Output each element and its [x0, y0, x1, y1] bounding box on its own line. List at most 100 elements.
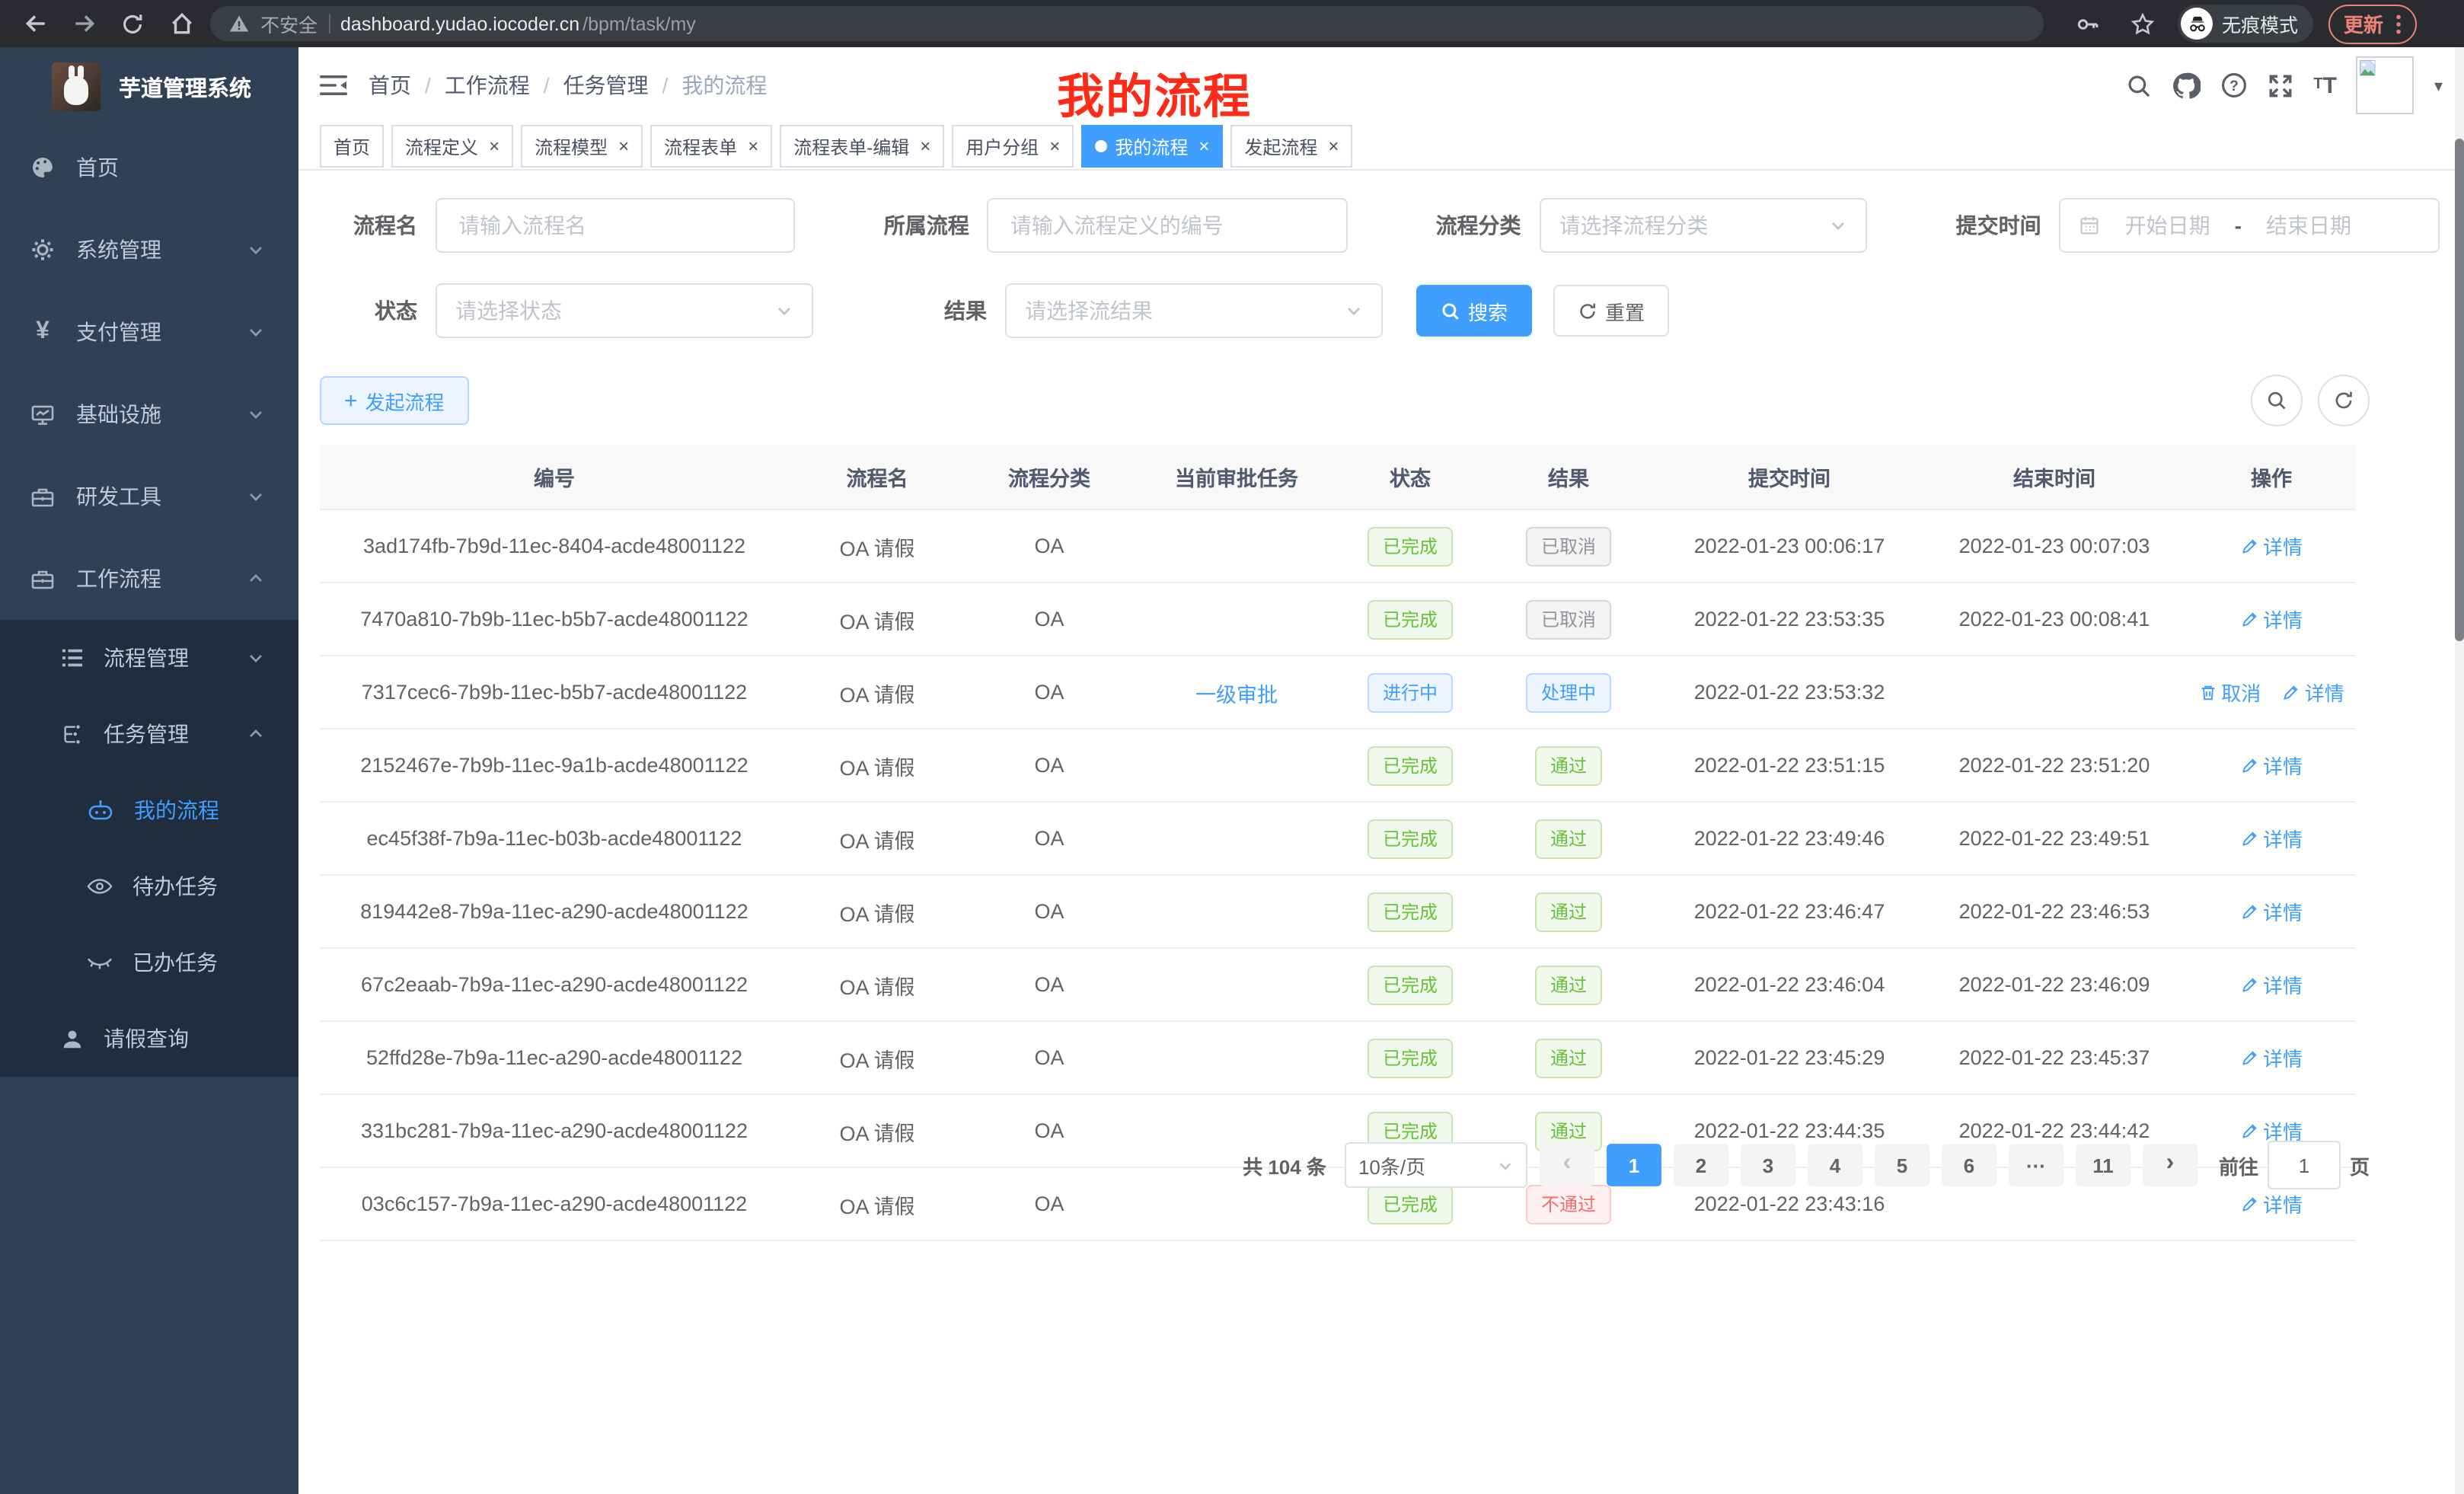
toggle-search-button[interactable]	[2251, 375, 2303, 426]
view-tab[interactable]: 我的流程 ×	[1081, 125, 1224, 168]
sidebar-item-payment[interactable]: ¥ 支付管理	[0, 291, 298, 373]
sidebar-item-leave-query[interactable]: 请假查询	[0, 1001, 298, 1077]
app-logo-row[interactable]: 芋道管理系统	[0, 47, 298, 126]
breadcrumb-item[interactable]: 任务管理	[563, 70, 682, 101]
prev-page-button[interactable]: ‹	[1539, 1144, 1594, 1186]
sidebar-item-my-process[interactable]: 我的流程	[0, 772, 298, 848]
detail-action[interactable]: 详情	[2240, 1043, 2303, 1072]
sidebar-fold-icon[interactable]	[320, 73, 347, 97]
view-tab[interactable]: 流程表单 ×	[650, 125, 773, 168]
view-tab[interactable]: 用户分组 ×	[952, 125, 1074, 168]
view-tab[interactable]: 发起流程 ×	[1230, 125, 1353, 168]
scrollbar-thumb[interactable]	[2455, 139, 2464, 641]
detail-action[interactable]: 详情	[2240, 1116, 2303, 1145]
key-icon[interactable]	[2068, 4, 2108, 43]
tab-close-icon[interactable]: ×	[1198, 136, 1210, 157]
tab-close-icon[interactable]: ×	[618, 136, 630, 157]
breadcrumb-item[interactable]: 首页	[369, 70, 445, 101]
page-number-button[interactable]: 1	[1606, 1144, 1661, 1186]
start-date-placeholder: 开始日期	[2124, 213, 2210, 238]
page-number-button[interactable]: 4	[1807, 1144, 1862, 1186]
cancel-action[interactable]: 取消	[2198, 678, 2261, 707]
active-dot	[1095, 140, 1108, 152]
process-name-input[interactable]	[455, 212, 776, 239]
tab-close-icon[interactable]: ×	[920, 136, 931, 157]
result-badge: 通过	[1534, 1038, 1602, 1077]
filter-label-status: 状态	[375, 298, 417, 323]
result-badge: 已取消	[1525, 599, 1611, 639]
bookmark-star-icon[interactable]	[2123, 4, 2162, 43]
back-icon[interactable]	[15, 4, 55, 43]
detail-action[interactable]: 详情	[2240, 751, 2303, 780]
search-button[interactable]: 搜索	[1416, 285, 1533, 337]
sidebar-item-home[interactable]: 首页	[0, 126, 298, 209]
tab-close-icon[interactable]: ×	[1328, 136, 1339, 157]
detail-action[interactable]: 详情	[2240, 897, 2303, 926]
view-tab[interactable]: 流程定义 ×	[391, 125, 514, 168]
browser-toolbar: 不安全 dashboard.yudao.iocoder.cn/bpm/task/…	[0, 0, 2464, 47]
breadcrumb-item[interactable]: 工作流程	[445, 70, 563, 101]
page-number-button[interactable]: ···	[2008, 1144, 2063, 1186]
submit-time-range[interactable]: 开始日期 - 结束日期	[2059, 198, 2440, 253]
sidebar-item-system[interactable]: 系统管理	[0, 209, 298, 291]
status-select[interactable]: 请选择状态	[436, 283, 813, 338]
page-number-button[interactable]: 3	[1740, 1144, 1795, 1186]
home-icon[interactable]	[161, 4, 201, 43]
tab-close-icon[interactable]: ×	[489, 136, 500, 157]
detail-action[interactable]: 详情	[2240, 824, 2303, 853]
category-select[interactable]: 请选择流程分类	[1539, 198, 1868, 253]
detail-action[interactable]: 详情	[2282, 678, 2344, 707]
sidebar-item-process-mgmt[interactable]: 流程管理	[0, 620, 298, 696]
start-process-button[interactable]: + 发起流程	[320, 376, 469, 425]
detail-action[interactable]: 详情	[2240, 1189, 2303, 1218]
update-button[interactable]: 更新	[2328, 4, 2418, 43]
github-icon[interactable]	[2172, 71, 2201, 100]
sidebar-item-todo-task[interactable]: 待办任务	[0, 848, 298, 924]
sidebar-item-label: 系统管理	[76, 238, 161, 262]
view-tab[interactable]: 首页	[320, 125, 385, 168]
url-bar[interactable]: 不安全 dashboard.yudao.iocoder.cn/bpm/task/…	[210, 6, 2044, 41]
detail-action[interactable]: 详情	[2240, 532, 2303, 560]
help-icon[interactable]: ?	[2220, 72, 2248, 99]
caret-down-icon[interactable]: ▾	[2434, 77, 2443, 95]
breadcrumb: 首页工作流程任务管理我的流程	[369, 70, 767, 101]
breadcrumb-item[interactable]: 我的流程	[681, 73, 768, 97]
reload-icon[interactable]	[113, 4, 152, 43]
detail-action[interactable]: 详情	[2240, 605, 2303, 634]
page-number-button[interactable]: 11	[2075, 1144, 2130, 1186]
page-scrollbar[interactable]	[2455, 47, 2464, 1494]
fullscreen-icon[interactable]	[2268, 72, 2293, 98]
next-page-button[interactable]: ›	[2142, 1144, 2197, 1186]
cell-process-name: OA 请假	[789, 583, 965, 656]
cell-end-time: 2022-01-23 00:07:03	[1922, 509, 2187, 583]
tab-close-icon[interactable]: ×	[1049, 136, 1061, 157]
sidebar-item-workflow[interactable]: 工作流程	[0, 538, 298, 620]
avatar-broken-image[interactable]	[2356, 56, 2415, 114]
refresh-table-button[interactable]	[2318, 375, 2370, 426]
sidebar-item-infra[interactable]: 基础设施	[0, 373, 298, 455]
cell-end-time	[1922, 656, 2187, 729]
view-tab[interactable]: 流程模型 ×	[521, 125, 643, 168]
sidebar-item-devtools[interactable]: 研发工具	[0, 455, 298, 538]
reset-button[interactable]: 重置	[1553, 285, 1670, 337]
page-size-select[interactable]: 10条/页	[1344, 1142, 1527, 1188]
process-def-input[interactable]	[1007, 212, 1328, 239]
goto-label: 前往	[2218, 1155, 2258, 1178]
goto-page-input[interactable]	[2267, 1141, 2341, 1189]
detail-action[interactable]: 详情	[2240, 970, 2303, 999]
result-select[interactable]: 请选择流结果	[1005, 283, 1383, 338]
page-number-button[interactable]: 5	[1874, 1144, 1929, 1186]
sidebar-item-task-mgmt[interactable]: 任务管理	[0, 696, 298, 772]
page-number-button[interactable]: 2	[1673, 1144, 1728, 1186]
main-content: 首页工作流程任务管理我的流程 我的流程 ? TT ▾	[298, 47, 2464, 1494]
view-tab[interactable]: 流程表单-编辑 ×	[780, 125, 945, 168]
tab-close-icon[interactable]: ×	[748, 136, 759, 157]
dashboard-icon	[30, 155, 55, 180]
search-button-label: 搜索	[1468, 301, 1508, 324]
sidebar-item-done-task[interactable]: 已办任务	[0, 924, 298, 1001]
search-icon[interactable]	[2126, 72, 2152, 98]
page-number-button[interactable]: 6	[1941, 1144, 1996, 1186]
current-task-link[interactable]: 一级审批	[1195, 683, 1278, 706]
forward-icon[interactable]	[64, 4, 104, 43]
